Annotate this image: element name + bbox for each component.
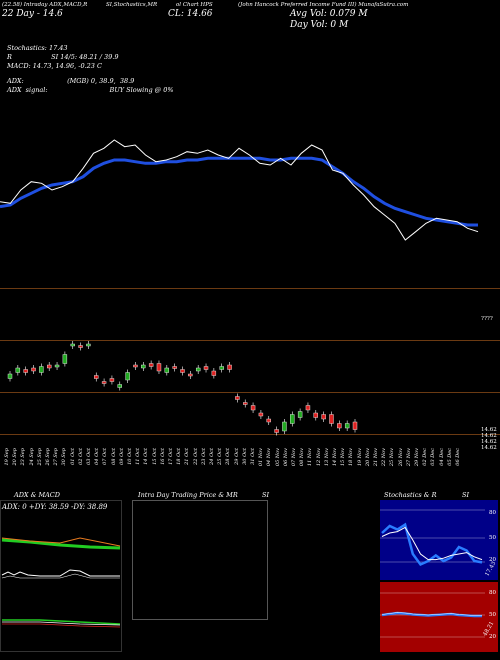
candle-body [15,367,21,373]
header-company: (John Hancock Preferred Income Fund III)… [238,2,409,8]
candle-body [39,366,44,373]
adx-signal: ADX signal: BUY Slowing @ 0% [7,86,174,94]
price-label: 14.62 [481,433,497,439]
adx-value: ADX: (MGB) 0, 38.9, 38.9 [7,77,135,85]
candle-body [274,429,279,433]
candle-body [258,412,264,417]
candle-body [297,411,303,418]
stoch-d-line [381,526,483,561]
stoch-tick: 80 [489,510,496,516]
stoch-tick: 50 [489,535,496,541]
candle-body [148,363,154,367]
header-day-vol: Day Vol: 0 M [290,20,349,30]
rsi-line [381,611,482,618]
candle-body [352,421,358,430]
macd-hist-line [2,623,121,628]
gridline [0,288,500,289]
candle-body [337,423,342,429]
candle-body [94,375,99,379]
candle-body [23,369,28,373]
candle-body [250,405,256,411]
stochastics-value: Stochastics: 17.43 [7,44,68,52]
price-label: 14.62 [481,439,497,445]
stochastics-panel-title-si: SI [462,491,470,499]
intraday-panel-title: Intra Day Trading Price & MR [138,491,238,499]
candle-body [109,378,115,382]
candle-body [47,364,52,369]
macd-line [2,621,121,626]
candle-body [101,381,107,384]
candle-body [329,414,334,424]
candle-body [164,367,170,373]
price-label: 14.62 [481,445,497,451]
indicator-info: Stochastics: 17.43 R SI 14/5: 48.21 / 39… [7,44,307,95]
adx-plus-di-line [1,538,121,550]
macd-signal-line [2,619,121,625]
candle-body [86,343,91,347]
adx-panel-title: ADX & MACD [14,491,60,499]
adx-line-2 [1,573,120,579]
gridline [0,434,500,435]
candle-body [188,373,193,377]
candle-body [78,345,83,348]
rsi-tick: 50 [489,612,496,618]
candle-body [243,402,248,405]
candle-body [172,366,177,369]
candle-body [211,370,217,376]
candle-body [290,414,295,424]
header-close: CL: 14.66 [168,9,213,19]
price-label: 14.62 [481,427,497,433]
stochastics-panel [380,500,498,580]
candle-body [203,366,209,370]
gridline [0,392,500,393]
adx-line [1,569,120,577]
header-title-right: ol Chart HPS [176,2,213,8]
intraday-panel-title-si: SI [262,491,270,499]
candle-body [31,367,36,372]
candle-body [266,418,271,423]
candle-body [7,373,13,379]
header-title-left: (22.58) Intraday ADX,MACD,R [2,2,88,8]
candle-body [117,384,122,388]
candle-body [125,372,130,381]
candle-body [54,364,60,368]
candle-body [321,414,326,420]
rsi-tick: 80 [489,590,496,596]
header-22day: 22 Day - 14.6 [2,9,63,19]
header-title-mid: SI,Stochastics,MR [106,2,158,8]
price-label-cluster: ???? [481,316,493,322]
rsi-tick: 20 [489,634,496,640]
candle-body [141,364,146,369]
candle-body [156,363,162,372]
rsi-value: R SI 14/5: 48.21 / 39.9 [7,53,119,61]
stoch-k-line [381,522,483,567]
candle-body [62,354,68,364]
candle-body [195,367,201,372]
ema-line [0,156,478,227]
adx-panel-values: ADX: 0 +DY: 38.59 -DY: 38.89 [2,503,108,511]
header-avg-vol: Avg Vol: 0.079 M [290,9,368,19]
gridline [0,340,500,341]
candle-body [227,364,232,370]
price-line [0,139,479,241]
intraday-panel [132,500,268,620]
candle-body [133,364,138,368]
rsi-line-2 [381,612,482,616]
candle-body [305,405,311,411]
stoch-tick: 20 [489,557,496,563]
adx-minus-di-line [1,537,121,547]
macd-value: MACD: 14.73, 14.96, -0.23 C [7,62,102,70]
candle-body [313,412,318,418]
candle-body [70,343,75,347]
stochastics-panel-title: Stochastics & R [384,491,437,499]
candle-body [219,366,224,370]
candle-body [235,396,240,400]
candle-body [180,369,185,373]
candle-body [282,421,287,432]
candle-body [344,423,350,429]
